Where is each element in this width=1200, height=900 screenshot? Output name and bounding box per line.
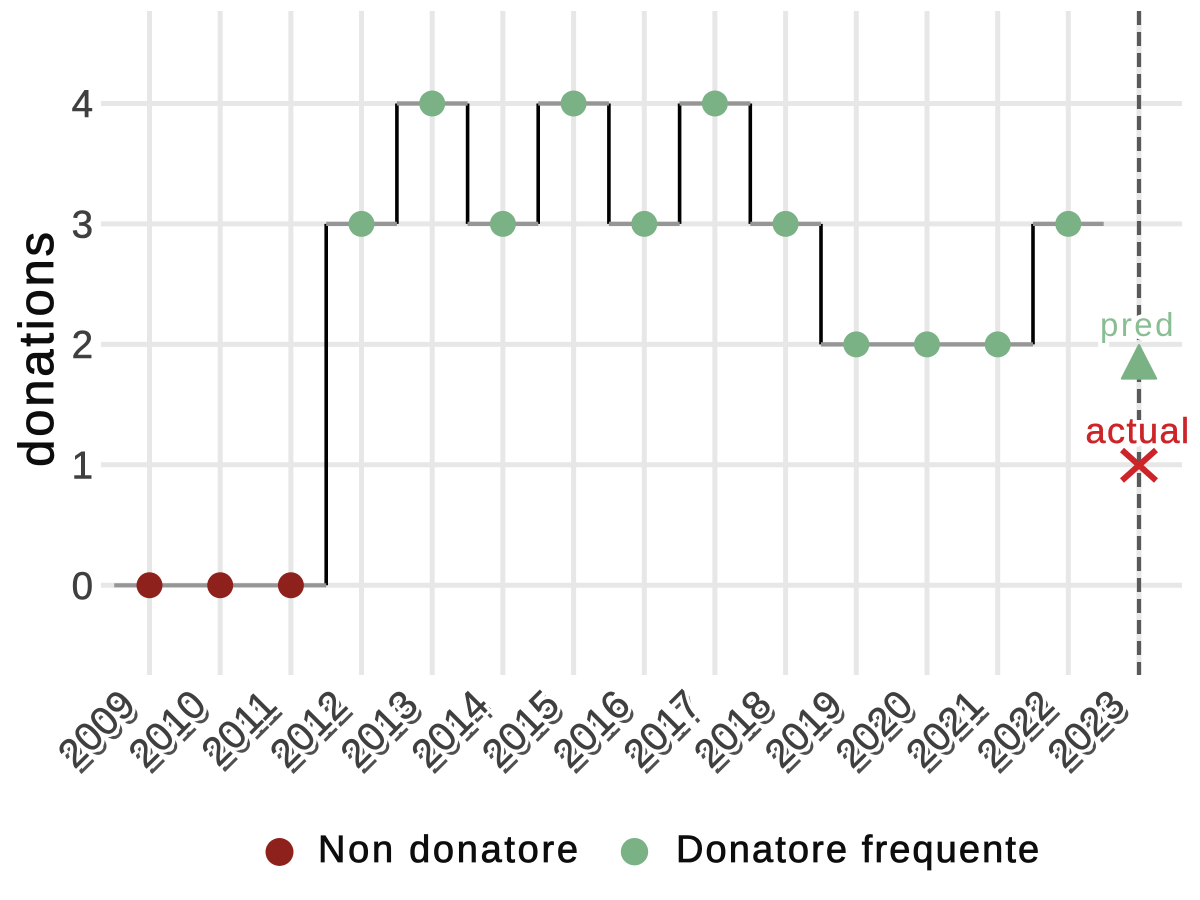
- svg-text:Non donatore: Non donatore: [318, 829, 581, 871]
- svg-text:2: 2: [72, 324, 93, 367]
- svg-text:1: 1: [72, 444, 93, 487]
- svg-text:pred: pred: [1100, 306, 1176, 343]
- svg-text:pred: pred: [1100, 306, 1176, 343]
- svg-text:3: 3: [72, 203, 93, 246]
- svg-text:donations: donations: [10, 229, 64, 467]
- svg-text:0: 0: [72, 565, 93, 608]
- svg-text:actual: actual: [1085, 410, 1190, 451]
- svg-text:actual: actual: [1085, 410, 1190, 451]
- svg-text:4: 4: [72, 83, 93, 126]
- svg-text:Donatore frequente: Donatore frequente: [676, 829, 1041, 871]
